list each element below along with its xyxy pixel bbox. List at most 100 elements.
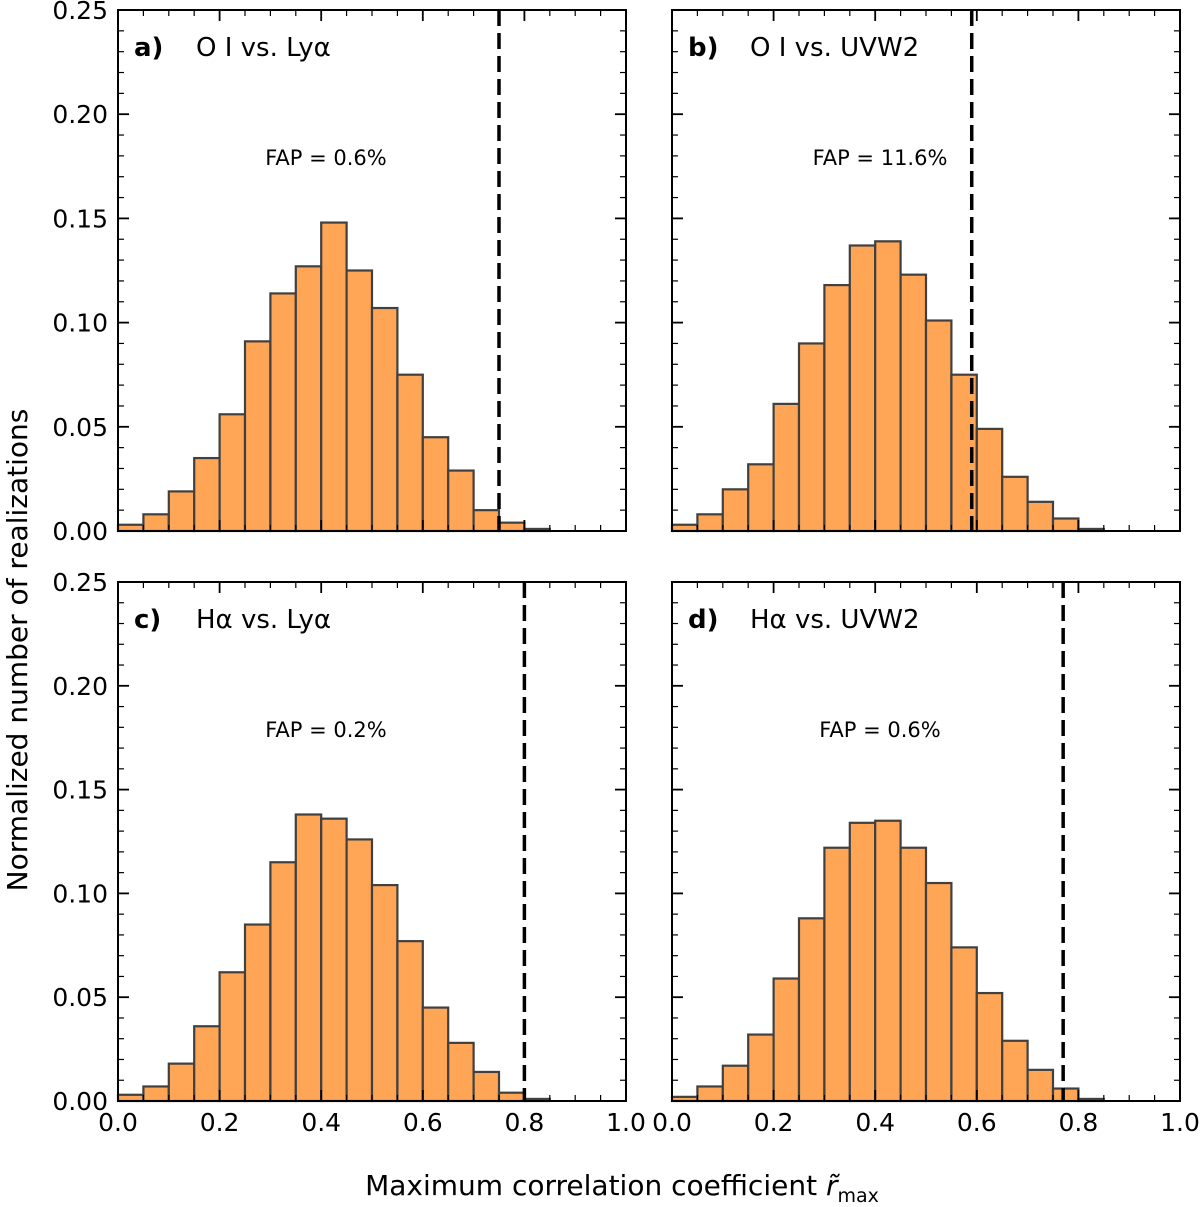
histogram-bar (696, 513, 724, 533)
histogram-bar (421, 436, 450, 533)
histogram-bar (497, 521, 526, 533)
histogram-bar (294, 265, 323, 533)
y-tick-label: 0.00 (52, 517, 108, 546)
x-axis-label-text: Maximum correlation coefficient (365, 1169, 817, 1202)
panels-group: 0.00 0.05 0.10 0.15 0.20 0.25 a) O I vs. Lyα FAP… (52, 0, 1200, 1137)
y-tick-label: 0.10 (52, 309, 108, 338)
histogram-bar (396, 373, 424, 533)
histogram-bar (950, 946, 978, 1103)
histogram-bar (975, 991, 1004, 1103)
histogram-bar (874, 819, 902, 1103)
histogram-bar (696, 1085, 724, 1103)
histogram-bar (193, 456, 221, 533)
panel-c: 0.00 0.05 0.10 0.15 0.20 0.25 0.0 0.2 0.4 0.6 0.8 1… (52, 568, 646, 1137)
histogram-bar (370, 306, 399, 533)
x-tick-label: 0.2 (200, 1108, 240, 1137)
y-tick-label: 0.25 (52, 0, 108, 25)
histogram-bar (848, 244, 877, 533)
histogram-bar (924, 881, 953, 1103)
x-axis-label: Maximum correlation coefficient r̃max (365, 1169, 879, 1207)
histogram-bar (472, 1070, 501, 1103)
histogram-bar (167, 490, 196, 533)
fap-annotation: FAP = 0.6% (819, 718, 940, 742)
histogram-bar (975, 427, 1004, 533)
histogram-bar (421, 1006, 450, 1103)
histogram-bar (721, 488, 750, 533)
histogram-bar (1026, 500, 1055, 533)
y-tick-label: 0.15 (52, 204, 108, 233)
histogram-bar (1001, 1039, 1029, 1103)
histogram-bar (447, 1041, 475, 1103)
histogram-bar (924, 319, 953, 533)
x-axis-label-symbol: r̃ (826, 1169, 840, 1202)
x-tick-label: 0.8 (505, 1108, 545, 1137)
panel-title: Hα vs. UVW2 (750, 605, 919, 635)
histogram-bar (772, 977, 801, 1103)
fap-annotation: FAP = 11.6% (813, 146, 948, 170)
y-axis-label: Normalized number of realizations (1, 409, 34, 892)
histogram-bar (142, 513, 170, 533)
histogram-bar (472, 509, 501, 533)
histogram-bar (218, 413, 247, 533)
histogram-bar (721, 1064, 750, 1103)
histogram-bar (243, 923, 272, 1103)
histogram-bar (370, 883, 399, 1103)
histogram-bar (497, 1091, 526, 1103)
histogram-bar (874, 240, 902, 533)
y-tick-label: 0.20 (52, 672, 108, 701)
histogram-bar (823, 846, 851, 1103)
histogram-bar (747, 463, 775, 533)
x-tick-label: 1.0 (1160, 1108, 1200, 1137)
histogram-bar (1051, 517, 1080, 533)
histogram-bar (142, 1085, 170, 1103)
y-tick-label: 0.05 (52, 413, 108, 442)
y-tick-label: 0.05 (52, 983, 108, 1012)
panel-title: O I vs. Lyα (196, 33, 331, 63)
histogram-bar (899, 846, 928, 1103)
x-tick-label: 0.0 (652, 1108, 692, 1137)
y-tick-label: 0.10 (52, 879, 108, 908)
y-tick-label: 0.25 (52, 568, 108, 597)
fap-annotation: FAP = 0.6% (265, 146, 386, 170)
panel-title: Hα vs. Lyα (196, 605, 331, 635)
x-tick-label: 0.6 (957, 1108, 997, 1137)
y-tick-label: 0.15 (52, 776, 108, 805)
x-tick-label: 0.8 (1059, 1108, 1099, 1137)
histogram-bar (772, 402, 801, 533)
panel-d: 0.0 0.2 0.4 0.6 0.8 1.0 d) Hα vs. UVW2 FAP = 0.6… (652, 581, 1200, 1137)
x-tick-label: 0.6 (403, 1108, 443, 1137)
x-tick-label: 0.0 (98, 1108, 138, 1137)
histogram-bar (447, 469, 475, 533)
y-tick-label: 0.00 (52, 1087, 108, 1116)
panel-letter: b) (688, 33, 719, 63)
x-axis-label-subscript: max (837, 1185, 878, 1207)
panel-a: 0.00 0.05 0.10 0.15 0.20 0.25 a) O I vs. Lyα FAP… (52, 0, 627, 546)
histogram-bar (193, 1025, 221, 1103)
y-tick-label: 0.20 (52, 100, 108, 129)
histogram-bar (320, 817, 348, 1103)
panel-b: b) O I vs. UVW2 FAP = 11.6% (670, 9, 1181, 533)
histogram-bar (899, 273, 928, 533)
histogram-bar (797, 917, 826, 1103)
histogram-bar (1051, 1087, 1080, 1103)
panel-letter: c) (134, 605, 161, 635)
histogram-bar (345, 838, 374, 1103)
histogram-bar (396, 940, 424, 1103)
panel-title: O I vs. UVW2 (750, 33, 919, 63)
histogram-bar (218, 971, 247, 1103)
histogram-bar (243, 340, 272, 533)
histogram-bar (823, 283, 851, 533)
histogram-bar (167, 1062, 196, 1103)
x-tick-label: 0.4 (301, 1108, 341, 1137)
x-tick-label: 0.4 (855, 1108, 895, 1137)
fap-annotation: FAP = 0.2% (265, 718, 386, 742)
histogram-bar (797, 342, 826, 533)
histogram-bar (345, 269, 374, 533)
x-tick-label: 1.0 (606, 1108, 646, 1137)
histogram-bar (747, 1033, 775, 1103)
histogram-bar (1001, 475, 1029, 533)
panel-letter: d) (688, 605, 719, 635)
histogram-bar (848, 821, 877, 1103)
